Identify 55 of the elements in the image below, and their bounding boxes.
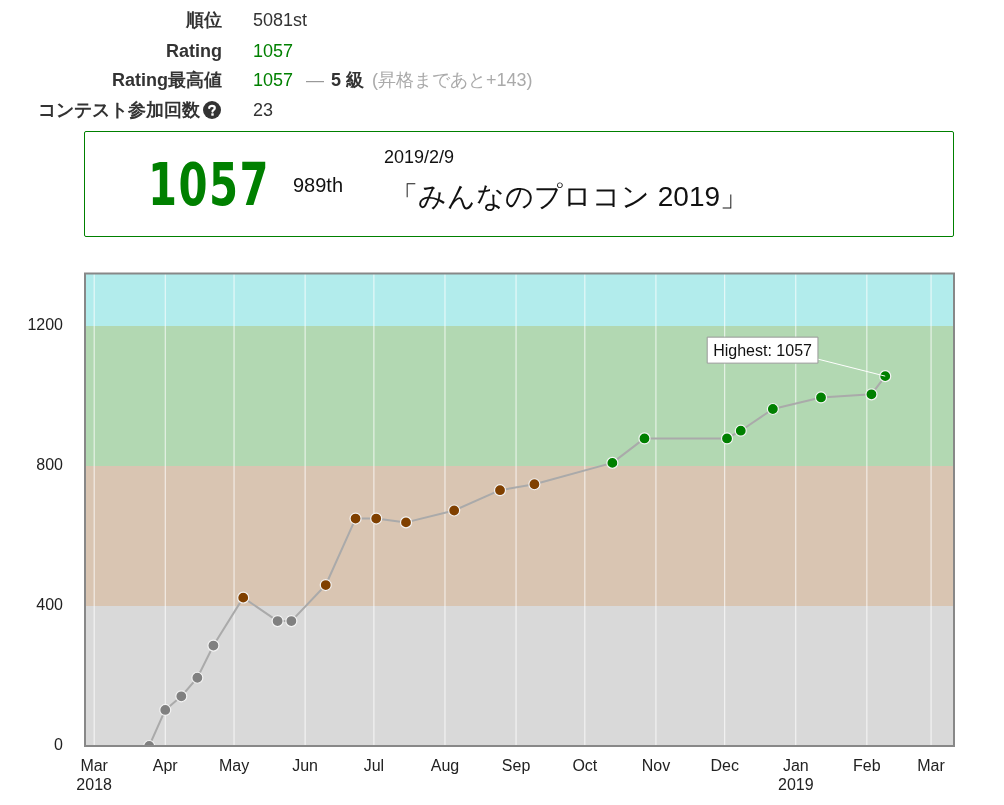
x-tick-label: Mar [917, 757, 946, 775]
x-tick-label: Dec [710, 757, 739, 775]
y-tick-label: 1200 [27, 316, 64, 334]
point [175, 690, 188, 703]
point [448, 504, 461, 517]
text: Rating [166, 41, 222, 61]
text: (昇格まであと+143) [372, 70, 533, 90]
text: 2019/2/9 [384, 147, 455, 167]
point [606, 456, 619, 470]
point [285, 614, 298, 628]
y-tick-label: 0 [54, 736, 64, 754]
point [814, 391, 828, 404]
point [766, 402, 779, 416]
point [319, 578, 332, 592]
x-tick-label: Aug [430, 757, 460, 775]
x-tick-label: Mar 2018 [76, 757, 113, 794]
point [493, 484, 507, 497]
x-tick-label: Feb [853, 757, 881, 775]
text: 「みんなのプロコン 2019」 [390, 181, 749, 212]
x-tick-label: Oct [572, 757, 598, 775]
x-tick-label: May [218, 757, 250, 775]
point [638, 432, 651, 445]
text: 1057 [253, 70, 294, 90]
point [720, 432, 734, 445]
x-tick-label: Jul [363, 757, 385, 775]
point [734, 424, 747, 437]
text: 順位 [186, 10, 222, 30]
point [349, 512, 362, 525]
x-tick-label: Sep [501, 757, 531, 775]
y-tick-label: 800 [36, 456, 64, 474]
point [399, 516, 413, 529]
text: 1057 [148, 151, 270, 219]
text: 989th [293, 174, 344, 196]
text: 1057 [253, 41, 294, 61]
text: Rating最高値 [112, 70, 222, 90]
point [191, 671, 204, 684]
point [865, 388, 878, 401]
x-tick-label: Apr [152, 757, 179, 775]
point [207, 639, 220, 652]
point [370, 512, 383, 525]
y-tick-label: 400 [36, 596, 64, 614]
text: コンテスト参加回数 [38, 100, 200, 120]
x-tick-label: Jun [292, 757, 319, 775]
point [271, 614, 284, 628]
point [879, 370, 892, 383]
annotation: Highest: 1057 [713, 341, 813, 359]
text: — [306, 70, 324, 90]
point [159, 703, 172, 717]
x-tick-label: Nov [641, 757, 671, 775]
x-tick-label: Jan 2019 [777, 757, 814, 794]
text: 5 級 [331, 70, 365, 90]
point [237, 591, 250, 604]
text: 5081st [253, 10, 308, 30]
text: 23 [253, 100, 274, 120]
point [528, 478, 541, 491]
